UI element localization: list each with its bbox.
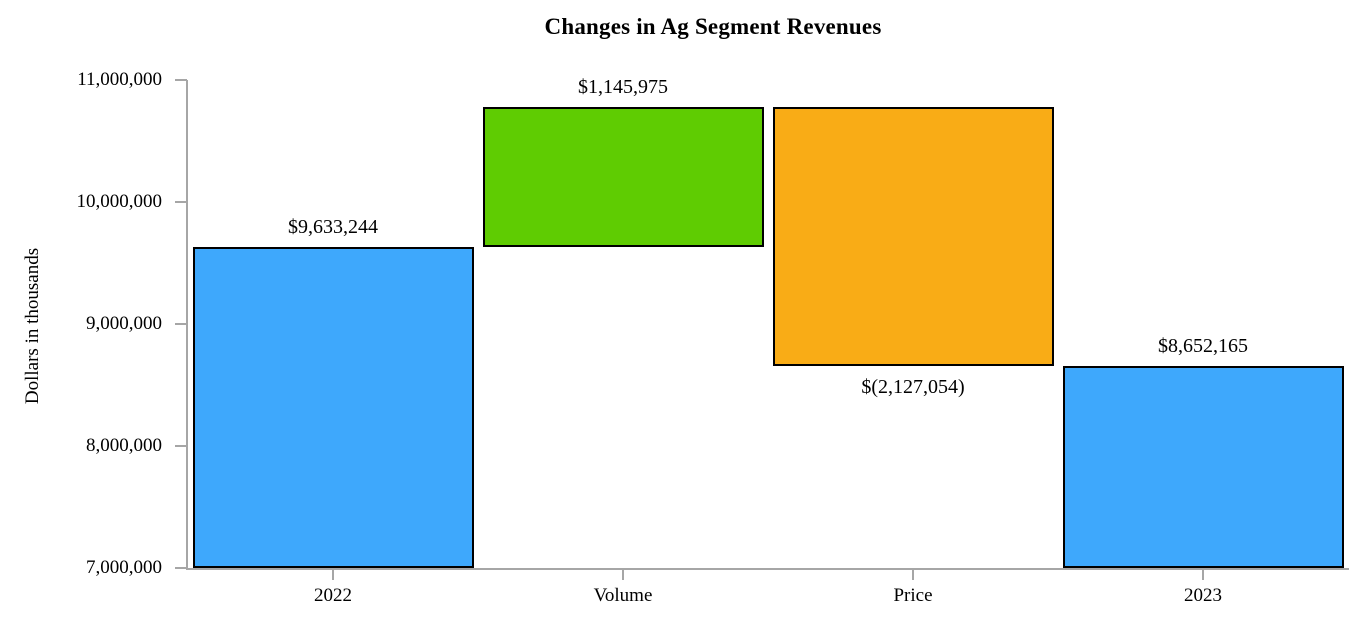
x-tick-mark — [332, 570, 334, 580]
bar-value-label: $1,145,975 — [578, 75, 668, 98]
x-tick-label: Price — [893, 585, 933, 606]
y-tick-mark — [175, 323, 187, 325]
y-tick-label: 11,000,000 — [77, 69, 162, 90]
y-tick-label: 8,000,000 — [86, 435, 162, 456]
bar-price — [772, 106, 1054, 367]
y-tick-mark — [175, 567, 187, 569]
bar-value-label: $(2,127,054) — [861, 376, 965, 399]
x-tick-mark — [1202, 570, 1204, 580]
x-tick-mark — [622, 570, 624, 580]
x-axis-line — [186, 568, 1349, 570]
x-tick-mark — [912, 570, 914, 580]
y-tick-mark — [175, 445, 187, 447]
y-tick-mark — [175, 79, 187, 81]
bar-value-label: $9,633,244 — [288, 215, 378, 238]
bar-volume — [482, 106, 764, 247]
x-tick-label: 2022 — [314, 585, 352, 606]
y-tick-label: 10,000,000 — [76, 191, 163, 212]
x-tick-label: Volume — [593, 585, 653, 606]
x-tick-label: 2023 — [1184, 585, 1222, 606]
y-tick-label: 9,000,000 — [86, 313, 162, 334]
bar-2023 — [1062, 366, 1344, 568]
chart-title: Changes in Ag Segment Revenues — [544, 14, 882, 39]
y-tick-label: 7,000,000 — [86, 557, 162, 578]
bar-value-label: $8,652,165 — [1158, 335, 1248, 358]
y-tick-mark — [175, 201, 187, 203]
y-axis-line — [186, 80, 188, 570]
bar-2022 — [192, 246, 474, 568]
